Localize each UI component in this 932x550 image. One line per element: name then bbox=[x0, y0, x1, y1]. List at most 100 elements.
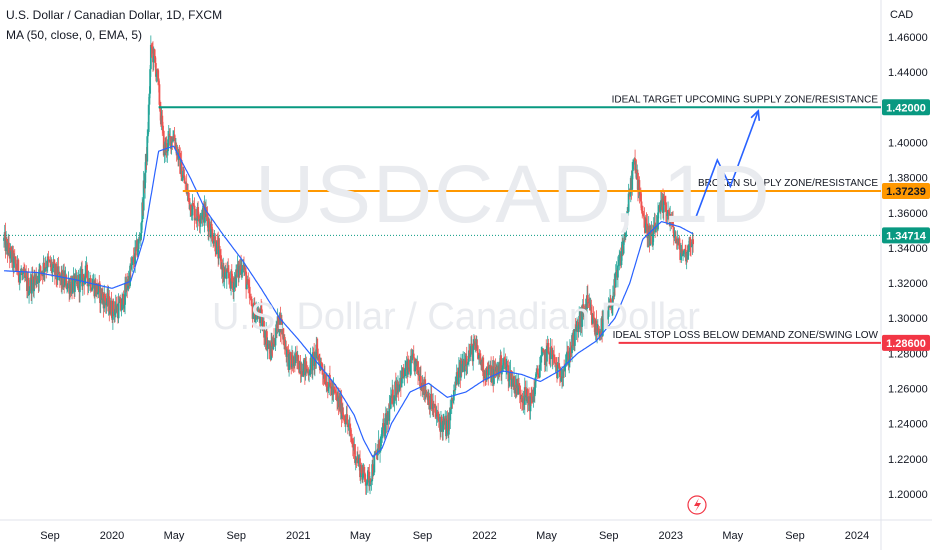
candle bbox=[435, 407, 437, 420]
y-tick-label: 1.44000 bbox=[888, 67, 928, 79]
candle bbox=[247, 272, 250, 294]
candle bbox=[440, 410, 442, 438]
candle bbox=[567, 345, 570, 371]
candle bbox=[307, 367, 310, 381]
candle bbox=[311, 346, 314, 380]
moving-average-series bbox=[4, 145, 694, 458]
candle bbox=[586, 284, 589, 308]
candle bbox=[566, 341, 568, 367]
candle bbox=[31, 267, 33, 305]
candle bbox=[529, 392, 532, 420]
projection-arrow bbox=[694, 109, 761, 221]
candle bbox=[326, 373, 328, 392]
candle bbox=[665, 202, 668, 225]
price-axis[interactable]: CAD1.460001.440001.420001.400001.380001.… bbox=[888, 9, 928, 501]
candle bbox=[368, 464, 371, 491]
target-level-label: IDEAL TARGET UPCOMING SUPPLY ZONE/RESIST… bbox=[612, 94, 879, 105]
candle bbox=[294, 346, 297, 366]
candle bbox=[647, 235, 649, 248]
candle bbox=[53, 258, 56, 265]
candle bbox=[558, 352, 561, 369]
x-tick-label: Sep bbox=[599, 530, 619, 542]
candle bbox=[225, 269, 228, 289]
candle bbox=[96, 279, 99, 299]
candle bbox=[43, 267, 46, 282]
candle bbox=[536, 365, 539, 380]
candle bbox=[411, 349, 414, 364]
candle bbox=[510, 372, 513, 397]
candle bbox=[321, 363, 324, 385]
candle bbox=[235, 264, 237, 288]
candle bbox=[454, 376, 457, 396]
candle bbox=[173, 126, 176, 141]
candle bbox=[363, 464, 366, 483]
candle bbox=[560, 368, 563, 383]
candle bbox=[81, 269, 84, 296]
candle bbox=[333, 382, 336, 395]
candle bbox=[208, 218, 211, 232]
chart-title[interactable]: U.S. Dollar / Canadian Dollar, 1D, FXCM bbox=[6, 8, 223, 22]
candle bbox=[183, 169, 186, 184]
x-tick-label: 2020 bbox=[100, 530, 124, 542]
candle bbox=[161, 110, 164, 136]
candle bbox=[553, 354, 556, 368]
candle bbox=[326, 384, 329, 399]
x-tick-label: Sep bbox=[413, 530, 433, 542]
x-tick-label: May bbox=[722, 530, 743, 542]
candle bbox=[197, 211, 200, 227]
candle bbox=[137, 236, 140, 253]
candle bbox=[278, 327, 280, 337]
candle bbox=[365, 479, 368, 495]
x-tick-label: Sep bbox=[40, 530, 60, 542]
candle bbox=[552, 350, 555, 365]
candle bbox=[568, 339, 571, 368]
candle bbox=[369, 475, 371, 495]
candle bbox=[388, 394, 391, 425]
candle bbox=[245, 267, 248, 299]
candle bbox=[301, 362, 303, 377]
candle bbox=[604, 308, 607, 325]
lightning-icon[interactable] bbox=[687, 495, 707, 515]
candle bbox=[18, 272, 21, 291]
candle bbox=[167, 125, 170, 149]
candle bbox=[478, 355, 480, 365]
candle bbox=[180, 150, 183, 181]
candle bbox=[603, 314, 606, 329]
candle bbox=[154, 57, 157, 82]
candle bbox=[419, 365, 422, 397]
candle bbox=[263, 316, 265, 346]
candle bbox=[624, 219, 627, 241]
candle bbox=[23, 264, 26, 283]
svg-text:1.42000: 1.42000 bbox=[886, 102, 926, 114]
candle bbox=[149, 35, 152, 77]
time-axis[interactable]: Sep 2020 May Sep 2021 May Sep 2022 May Sep 2023 May… bbox=[40, 495, 869, 542]
candle bbox=[48, 256, 51, 263]
candle bbox=[243, 256, 245, 277]
candle bbox=[692, 233, 695, 253]
candle bbox=[210, 219, 213, 230]
candle bbox=[607, 297, 610, 324]
svg-text:1.28600: 1.28600 bbox=[886, 338, 926, 350]
y-tick-label: 1.26000 bbox=[888, 384, 928, 396]
candle bbox=[393, 395, 396, 412]
candle bbox=[66, 282, 69, 292]
indicator-label[interactable]: MA (50, close, 0, EMA, 5) bbox=[6, 28, 143, 42]
projection-arrow-line[interactable] bbox=[694, 110, 760, 221]
candle bbox=[291, 350, 294, 372]
candle bbox=[340, 389, 343, 428]
candle bbox=[248, 279, 250, 289]
candle bbox=[540, 347, 543, 371]
candle bbox=[558, 365, 561, 387]
candle bbox=[534, 374, 537, 395]
candle bbox=[55, 261, 58, 287]
candle bbox=[119, 294, 122, 312]
candle bbox=[191, 194, 194, 221]
candle bbox=[646, 213, 649, 247]
current-price-badge: 1.34714 bbox=[882, 227, 930, 244]
candle bbox=[51, 259, 53, 277]
candle bbox=[597, 324, 600, 335]
x-tick-label: 2022 bbox=[472, 530, 496, 542]
candle bbox=[168, 128, 171, 146]
